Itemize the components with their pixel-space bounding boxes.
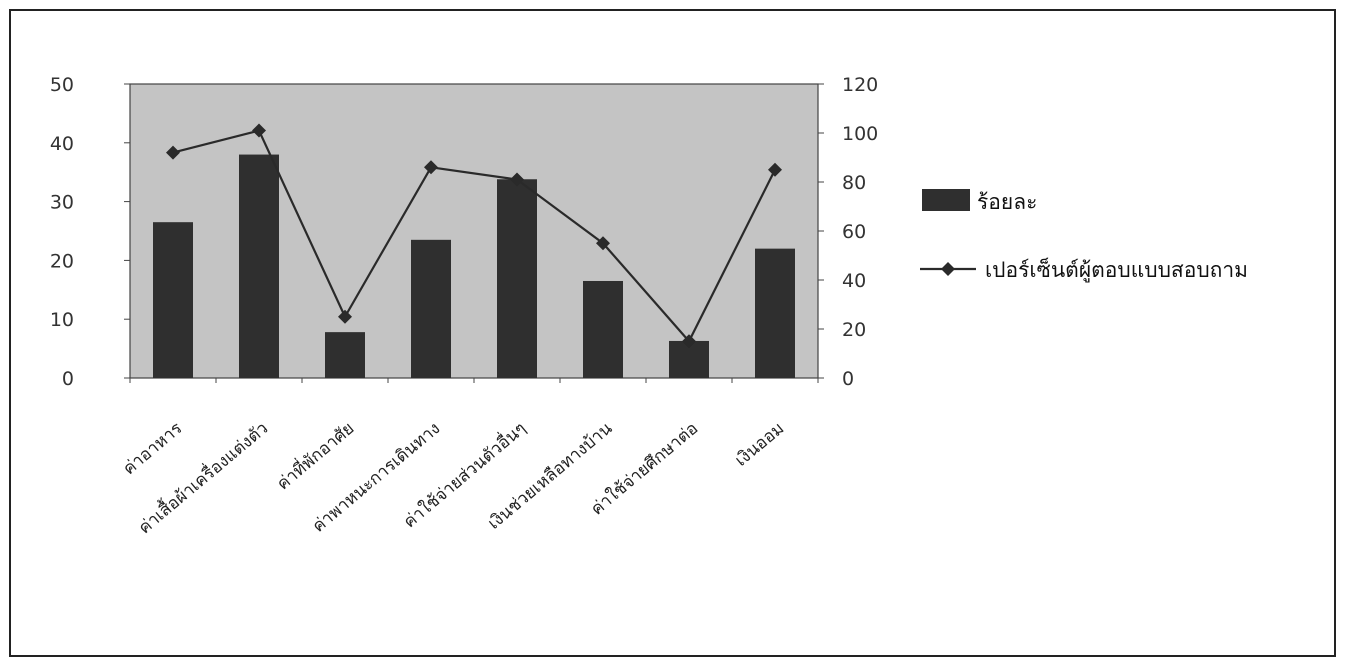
legend-line-label: เปอร์เซ็นต์ผู้ตอบแบบสอบถาม <box>985 256 1248 283</box>
bar <box>497 179 537 378</box>
y-left-tick-label: 40 <box>50 133 74 155</box>
y-right-tick-label: 60 <box>842 221 866 243</box>
line-point-marker <box>682 334 696 349</box>
line-series <box>172 129 776 344</box>
x-category-label: เงินออม <box>731 419 788 471</box>
line-point-marker <box>596 236 610 251</box>
y-right-tick-label: 20 <box>842 319 866 341</box>
legend-bar-label: ร้อยละ <box>977 190 1037 214</box>
line-point-marker <box>424 160 438 175</box>
y-left-tick-label: 30 <box>50 192 74 214</box>
line-point-marker <box>338 309 352 324</box>
x-category-label: ค่าอาหาร <box>119 419 186 480</box>
line-point-marker <box>768 162 782 177</box>
legend-bar-swatch <box>922 189 970 211</box>
y-left-tick-label: 0 <box>62 368 74 390</box>
y-right-tick-label: 80 <box>842 172 866 194</box>
bar <box>755 248 795 378</box>
x-category-label: ค่าที่พักอาศัย <box>271 416 358 494</box>
bar <box>153 222 193 378</box>
y-left-tick-label: 10 <box>50 309 74 331</box>
bar <box>583 280 623 378</box>
plot-area <box>129 83 819 379</box>
line-point-marker <box>510 172 524 187</box>
legend-line-marker <box>941 262 955 276</box>
line-point-marker <box>166 145 180 160</box>
y-right-tick-label: 100 <box>842 123 878 145</box>
y-left-tick-label: 20 <box>50 250 74 272</box>
bar <box>325 332 365 378</box>
bar <box>239 154 279 378</box>
y-right-tick-label: 120 <box>842 74 878 96</box>
y-right-tick-label: 0 <box>842 368 854 390</box>
bar <box>411 239 451 378</box>
line-point-marker <box>252 123 266 138</box>
y-right-tick-label: 40 <box>842 270 866 292</box>
y-left-tick-label: 50 <box>50 74 74 96</box>
